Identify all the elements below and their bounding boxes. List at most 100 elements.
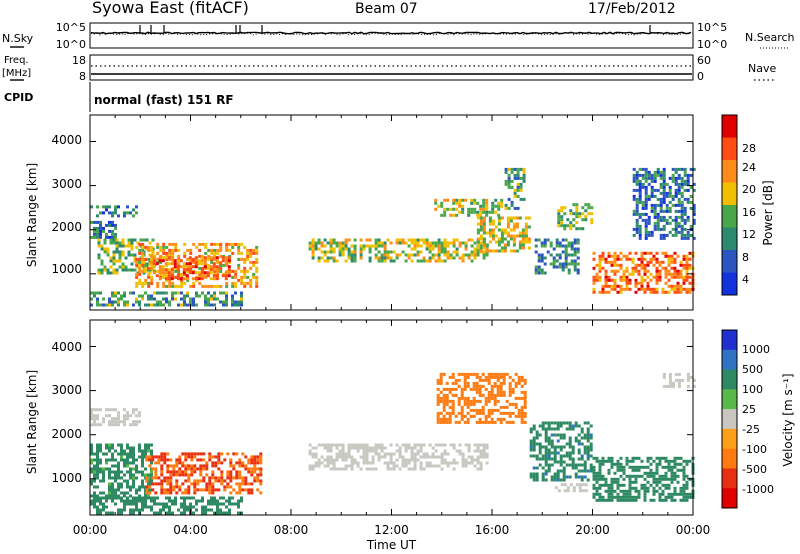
power-echo-cell bbox=[249, 251, 253, 255]
power-echo-cell bbox=[353, 247, 357, 251]
velocity-echo-cell bbox=[208, 479, 212, 483]
power-echo-cell bbox=[581, 227, 585, 231]
velocity-echo-cell bbox=[256, 467, 260, 471]
power-echo-cell bbox=[634, 290, 638, 294]
velocity-echo-cell bbox=[470, 455, 474, 459]
velocity-echo-cell bbox=[502, 390, 506, 394]
power-echo-cell bbox=[96, 214, 99, 218]
freq-left-unit: [MHz] bbox=[2, 68, 31, 79]
power-echo-cell bbox=[97, 253, 101, 257]
power-echo-cell bbox=[558, 253, 562, 257]
velocity-echo-cell bbox=[195, 499, 198, 503]
power-echo-cell bbox=[103, 268, 107, 272]
power-echo-cell bbox=[494, 225, 498, 229]
power-echo-cell bbox=[213, 297, 216, 301]
power-echo-cell bbox=[179, 277, 183, 281]
power-echo-cell bbox=[425, 241, 429, 245]
velocity-echo-cell bbox=[347, 464, 351, 468]
power-echo-cell bbox=[198, 272, 202, 276]
power-echo-cell bbox=[476, 216, 480, 220]
power-echo-cell bbox=[510, 200, 514, 204]
velocity-echo-cell bbox=[655, 483, 659, 487]
velocity-echo-cell bbox=[499, 390, 503, 394]
power-echo-cell bbox=[677, 197, 681, 201]
velocity-echo-cell bbox=[487, 381, 491, 385]
velocity-echo-cell bbox=[241, 452, 245, 456]
power-echo-cell bbox=[564, 247, 568, 251]
power-echo-cell bbox=[350, 253, 354, 257]
power-echo-cell bbox=[136, 265, 140, 269]
velocity-echo-cell bbox=[160, 470, 164, 474]
power-echo-cell bbox=[452, 250, 456, 254]
power-echo-cell bbox=[575, 212, 579, 216]
power-echo-cell bbox=[646, 269, 650, 273]
power-echo-cell bbox=[655, 275, 659, 279]
velocity-echo-cell bbox=[568, 436, 572, 440]
power-echo-cell bbox=[482, 210, 486, 214]
power-echo-cell bbox=[572, 203, 576, 207]
power-echo-cell bbox=[338, 244, 342, 248]
power-echo-cell bbox=[183, 254, 187, 258]
power-echo-cell bbox=[485, 198, 489, 202]
velocity-echo-cell bbox=[259, 479, 263, 483]
velocity-echo-cell bbox=[610, 483, 614, 487]
power-echo-cell bbox=[189, 300, 192, 304]
velocity-echo-cell bbox=[123, 494, 126, 498]
power-echo-cell bbox=[158, 268, 162, 272]
power-echo-cell bbox=[133, 238, 137, 242]
velocity-echo-cell bbox=[667, 462, 671, 466]
velocity-echo-cell bbox=[520, 405, 524, 409]
power-echo-cell bbox=[314, 241, 318, 245]
power-echo-cell bbox=[207, 257, 211, 261]
velocity-echo-cell bbox=[484, 402, 488, 406]
velocity-echo-cell bbox=[247, 458, 251, 462]
power-echo-cell bbox=[504, 167, 508, 171]
power-echo-cell bbox=[100, 259, 104, 263]
power-echo-cell bbox=[144, 257, 148, 261]
power-echo-cell bbox=[671, 218, 675, 222]
power-axis-ticks bbox=[89, 115, 694, 310]
power-echo-cell bbox=[659, 206, 663, 210]
power-echo-cell bbox=[106, 253, 110, 257]
velocity-echo-cell bbox=[556, 421, 560, 425]
velocity-colorbar-band bbox=[722, 409, 737, 430]
velocity-echo-cell bbox=[365, 452, 369, 456]
velocity-echo-cell bbox=[482, 455, 486, 459]
velocity-echo-cell bbox=[141, 464, 144, 468]
velocity-echo-cell bbox=[529, 442, 533, 446]
velocity-echo-cell bbox=[571, 457, 575, 461]
velocity-echo-cell bbox=[126, 479, 129, 483]
velocity-echo-cell bbox=[259, 482, 263, 486]
power-echo-cell bbox=[141, 260, 145, 264]
power-echo-cell bbox=[491, 234, 495, 238]
power-echo-cell bbox=[491, 219, 495, 223]
power-echo-cell bbox=[213, 291, 216, 295]
power-echo-cell bbox=[635, 200, 639, 204]
power-echo-cell bbox=[434, 198, 438, 202]
velocity-echo-cell bbox=[685, 495, 689, 499]
power-echo-cell bbox=[126, 303, 129, 307]
power-echo-cell bbox=[452, 213, 456, 217]
power-echo-cell bbox=[243, 272, 247, 276]
velocity-echo-cell bbox=[425, 464, 429, 468]
velocity-echo-cell bbox=[350, 455, 354, 459]
velocity-echo-cell bbox=[147, 449, 150, 453]
velocity-echo-cell bbox=[550, 451, 554, 455]
velocity-echo-cell bbox=[655, 471, 659, 475]
velocity-echo-cell bbox=[193, 464, 197, 468]
power-echo-cell bbox=[144, 278, 148, 282]
velocity-echo-cell bbox=[114, 491, 117, 495]
velocity-echo-cell bbox=[250, 470, 254, 474]
velocity-echo-cell bbox=[138, 414, 141, 418]
velocity-echo-cell bbox=[220, 461, 224, 465]
power-echo-cell bbox=[488, 240, 492, 244]
velocity-echo-cell bbox=[434, 449, 438, 453]
power-echo-cell bbox=[683, 212, 687, 216]
power-echo-cell bbox=[344, 241, 348, 245]
velocity-echo-cell bbox=[631, 486, 635, 490]
power-echo-cell bbox=[674, 182, 678, 186]
power-echo-cell bbox=[117, 205, 120, 209]
power-echo-cell bbox=[653, 206, 657, 210]
velocity-echo-cell bbox=[247, 491, 251, 495]
velocity-echo-cell bbox=[563, 489, 567, 493]
